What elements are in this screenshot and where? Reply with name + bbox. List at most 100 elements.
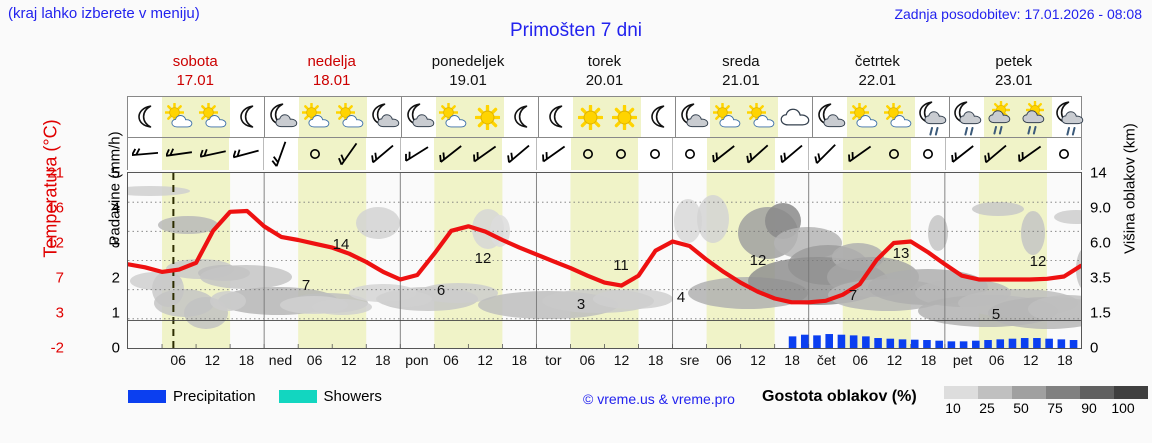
- wind-day-group: [809, 138, 946, 170]
- icon-cell: [128, 97, 162, 137]
- x-axis-day-group: ned 06 12 18: [263, 352, 399, 374]
- sun-icon: [475, 105, 500, 130]
- x-axis-tick: 18: [784, 352, 800, 368]
- day-date: 19.01: [449, 72, 487, 89]
- icon-cell: [607, 97, 641, 137]
- copyright-text[interactable]: © vreme.us & vreme.pro: [583, 391, 735, 407]
- day-header-sobota: sobota 17.01: [127, 52, 263, 92]
- sun-icon: [850, 103, 869, 122]
- icon-cell: [162, 97, 196, 137]
- temperature-curve: [128, 208, 1081, 305]
- icon-sun: [607, 101, 641, 133]
- axis-tick-label: 7: [55, 269, 64, 287]
- x-axis-day-group: sre 06 12 18: [673, 352, 809, 374]
- icon-cell: [950, 97, 984, 137]
- wind-barb: [775, 138, 809, 170]
- svg-text:11: 11: [613, 257, 629, 274]
- wind-barb: [877, 138, 911, 170]
- cloud-height-tick-labels: 14 9.0 6.0 3.5 1.5 0: [1090, 165, 1136, 357]
- axis-tick-label: 3.5: [1090, 269, 1111, 287]
- cloud-icon: [171, 114, 195, 129]
- x-axis-tick: čet: [816, 352, 836, 368]
- day-header-strip: sobota 17.01 nedelja 18.01 ponedeljek 19.01 to…: [127, 52, 1082, 92]
- wind-barb: [604, 138, 639, 170]
- cloud-icon: [988, 109, 1013, 125]
- last-update-text: Zadnja posodobitev: 17.01.2026 - 08:08: [894, 6, 1142, 22]
- x-axis-tick: 06: [988, 352, 1005, 368]
- cloud-icon: [856, 114, 880, 129]
- icon-moon-cloud: [676, 101, 710, 133]
- icon-cell: [1018, 97, 1052, 137]
- cloud-icon: [959, 110, 984, 126]
- day-date: 18.01: [312, 72, 351, 89]
- cloud-icon: [412, 113, 437, 129]
- cloud-density-tick-label: 10: [945, 400, 961, 416]
- icon-cell: [436, 97, 470, 137]
- day-date: 23.01: [994, 72, 1033, 89]
- cloud-density-swatch: [1114, 386, 1148, 399]
- cloud-density-legend-title: Gostota oblakov (%): [762, 388, 917, 405]
- icon-sun-cloud: [162, 101, 196, 133]
- moon-icon: [513, 105, 530, 128]
- rain-drops-icon: [993, 122, 1007, 135]
- icon-day-group: [402, 97, 539, 137]
- icon-sun-cloud: [744, 101, 778, 133]
- day-name: sobota: [172, 53, 218, 70]
- svg-text:12: 12: [1030, 253, 1047, 270]
- cloud-icon: [1061, 110, 1086, 126]
- icon-cell: [676, 97, 710, 137]
- icon-cell: [915, 97, 949, 137]
- icon-sun-cloud: [196, 101, 230, 133]
- icon-cell: [402, 97, 436, 137]
- icon-sun-cloud-rain: [984, 101, 1018, 135]
- icon-cell: [778, 97, 812, 137]
- icon-day-group: [265, 97, 402, 137]
- wind-barb: [809, 138, 843, 170]
- day-name: torek: [587, 53, 622, 70]
- cloud-density-swatch: [1080, 386, 1114, 399]
- axis-tick-label: 12: [47, 234, 64, 252]
- axis-tick-label: 0: [1090, 339, 1099, 357]
- icon-day-group: [813, 97, 950, 137]
- temperature-tick-labels: 21 16 12 7 3 -2: [22, 165, 64, 357]
- wind-barb: [128, 138, 162, 170]
- wind-barb-row: [127, 138, 1082, 170]
- axis-tick-label: 1.5: [1090, 304, 1111, 322]
- x-axis-tick: 06: [170, 352, 186, 368]
- icon-cloud: [778, 101, 812, 133]
- wind-barb: [979, 138, 1014, 170]
- day-header-ponedeljek: ponedeljek 19.01: [400, 52, 536, 92]
- sun-icon: [199, 103, 218, 122]
- wind-barb: [468, 138, 503, 170]
- day-date: 22.01: [858, 72, 897, 89]
- cloud-icon: [275, 113, 300, 129]
- icon-cell: [573, 97, 607, 137]
- cloud-icon: [780, 107, 813, 128]
- x-axis-tick: 18: [1057, 352, 1073, 368]
- x-axis-tick: pon: [405, 352, 429, 368]
- icon-cell: [847, 97, 881, 137]
- icon-cell: [539, 97, 573, 137]
- icon-day-group: [950, 97, 1086, 137]
- x-axis-tick: sre: [680, 352, 700, 368]
- svg-text:4: 4: [677, 289, 685, 306]
- icon-sun-cloud-rain: [1018, 101, 1052, 135]
- axis-tick-label: 3: [55, 304, 64, 322]
- icon-cell: [641, 97, 675, 137]
- rain-drops-icon: [964, 123, 978, 136]
- sun-icon: [439, 103, 458, 122]
- forecast-chart-svg: 8167146123114127135129: [128, 173, 1081, 348]
- icon-cell: [196, 97, 230, 137]
- wind-barb: [195, 138, 230, 170]
- sun-icon: [884, 103, 903, 122]
- x-axis-tick: 18: [647, 352, 664, 368]
- wind-barb: [843, 138, 878, 170]
- cloud-icon: [205, 114, 229, 129]
- moon-icon: [548, 105, 565, 128]
- x-axis-day-group: 06 12 18: [127, 352, 263, 374]
- axis-tick-label: 16: [47, 199, 64, 217]
- wind-barb: [366, 138, 400, 170]
- cloud-icon: [308, 114, 332, 129]
- wind-barb: [502, 138, 536, 170]
- icon-cell: [470, 97, 504, 137]
